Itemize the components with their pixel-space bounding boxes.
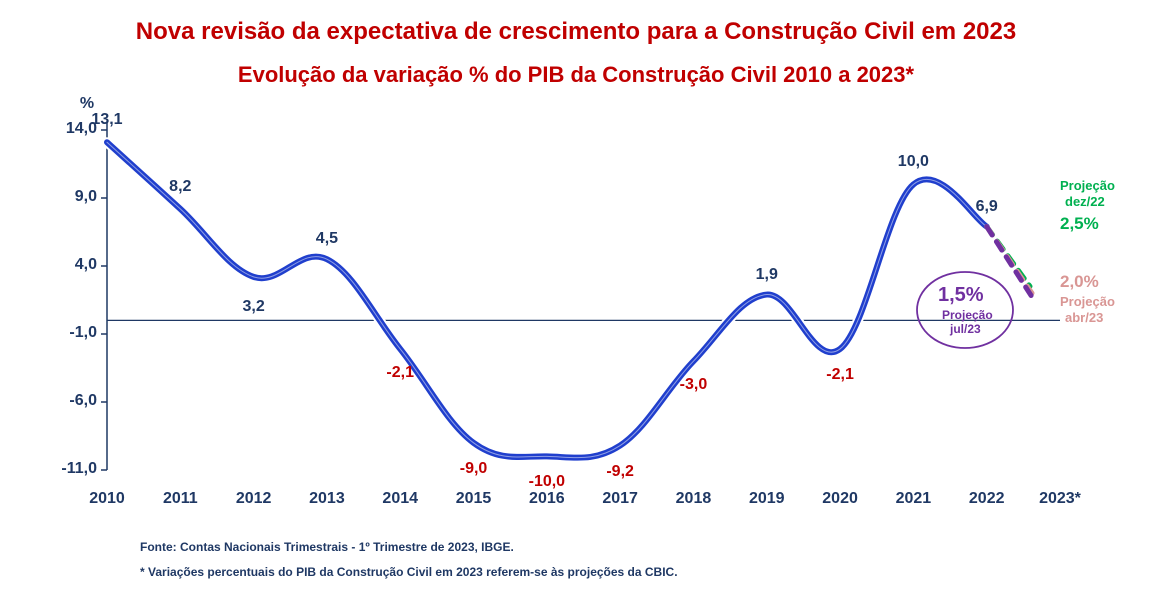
x-tick-label: 2013 bbox=[309, 490, 345, 508]
x-tick-label: 2022 bbox=[969, 490, 1005, 508]
x-tick-label: 2012 bbox=[236, 490, 272, 508]
x-tick-label: 2020 bbox=[822, 490, 858, 508]
data-point-label: 10,0 bbox=[898, 153, 929, 171]
x-tick-label: 2014 bbox=[382, 490, 418, 508]
y-tick-label: 4,0 bbox=[47, 256, 97, 274]
y-tick-label: 14,0 bbox=[47, 120, 97, 138]
x-tick-label: 2017 bbox=[602, 490, 638, 508]
proj-jul23-name1: Projeção bbox=[942, 308, 993, 322]
proj-abr23-name1: Projeção bbox=[1060, 294, 1115, 309]
data-point-label: -3,0 bbox=[680, 376, 708, 394]
data-point-label: -2,1 bbox=[826, 366, 854, 384]
proj-jul23-name2: jul/23 bbox=[950, 322, 981, 336]
footnote-source: Fonte: Contas Nacionais Trimestrais - 1º… bbox=[140, 540, 514, 554]
data-point-label: 8,2 bbox=[169, 178, 191, 196]
data-point-label: 1,9 bbox=[756, 266, 778, 284]
x-tick-label: 2015 bbox=[456, 490, 492, 508]
proj-dez22-name1: Projeção bbox=[1060, 178, 1115, 193]
proj-jul23-value: 1,5% bbox=[938, 284, 984, 307]
data-point-label: -9,2 bbox=[606, 463, 634, 481]
x-tick-label: 2010 bbox=[89, 490, 125, 508]
proj-dez22-value: 2,5% bbox=[1060, 214, 1099, 234]
data-point-label: -10,0 bbox=[529, 473, 565, 491]
x-tick-label: 2023* bbox=[1039, 490, 1081, 508]
footnote-note: * Variações percentuais do PIB da Constr… bbox=[140, 565, 678, 579]
proj-dez22-name2: dez/22 bbox=[1065, 194, 1105, 209]
x-tick-label: 2019 bbox=[749, 490, 785, 508]
data-point-label: 4,5 bbox=[316, 230, 338, 248]
y-tick-label: -11,0 bbox=[47, 460, 97, 478]
data-point-label: 13,1 bbox=[91, 111, 122, 129]
y-tick-label: -6,0 bbox=[47, 392, 97, 410]
data-point-label: -9,0 bbox=[460, 460, 488, 478]
x-tick-label: 2021 bbox=[896, 490, 932, 508]
proj-abr23-name2: abr/23 bbox=[1065, 310, 1103, 325]
proj-abr23-value: 2,0% bbox=[1060, 272, 1099, 292]
x-tick-label: 2018 bbox=[676, 490, 712, 508]
data-point-label: 3,2 bbox=[242, 298, 264, 316]
y-tick-label: 9,0 bbox=[47, 188, 97, 206]
data-point-label: -2,1 bbox=[386, 364, 414, 382]
x-tick-label: 2016 bbox=[529, 490, 565, 508]
y-tick-label: -1,0 bbox=[47, 324, 97, 342]
data-point-label: 6,9 bbox=[976, 198, 998, 216]
x-tick-label: 2011 bbox=[163, 490, 198, 508]
